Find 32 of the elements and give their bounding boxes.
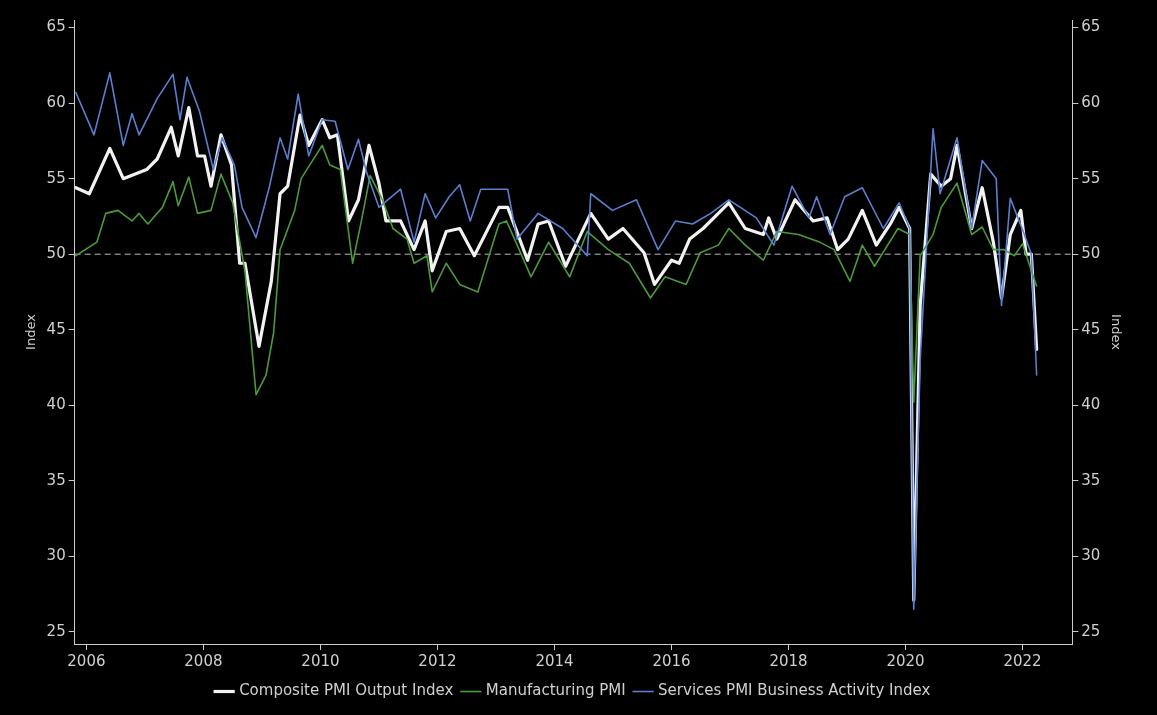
y2-tick-label: 60: [1081, 92, 1101, 111]
y2-tick-label: 35: [1081, 470, 1101, 489]
x-tick-label: 2018: [769, 651, 808, 670]
y2-tick-label: 65: [1081, 17, 1101, 36]
y-tick-label: 40: [46, 395, 66, 414]
y-tick-label: 30: [46, 546, 66, 565]
y2-tick-label: 25: [1081, 621, 1101, 640]
legend-label: Services PMI Business Activity Index: [658, 681, 931, 700]
x-tick-label: 2016: [652, 651, 691, 670]
x-tick-label: 2010: [301, 651, 340, 670]
y-tick-label: 35: [46, 470, 66, 489]
y2-tick-label: 45: [1081, 319, 1101, 338]
x-tick-label: 2014: [535, 651, 574, 670]
x-tick-label: 2006: [67, 651, 106, 670]
y2-tick-label: 50: [1081, 244, 1101, 263]
y-tick-label: 65: [46, 17, 66, 36]
y-tick-label: 60: [46, 92, 66, 111]
y2-axis-title: Index: [1108, 314, 1124, 351]
legend-label: Manufacturing PMI: [485, 681, 626, 700]
legend-label: Composite PMI Output Index: [239, 681, 454, 700]
x-tick-label: 2008: [184, 651, 223, 670]
y-tick-label: 25: [46, 621, 66, 640]
y2-tick-label: 30: [1081, 546, 1101, 565]
y2-tick-label: 55: [1081, 168, 1101, 187]
y2-tick-label: 40: [1081, 395, 1101, 414]
x-tick-label: 2012: [418, 651, 457, 670]
x-tick-label: 2022: [1003, 651, 1042, 670]
y-tick-label: 55: [46, 168, 66, 187]
y-tick-label: 50: [46, 244, 66, 263]
y-axis-title: Index: [23, 313, 39, 350]
y-tick-label: 45: [46, 319, 66, 338]
x-tick-label: 2020: [886, 651, 925, 670]
